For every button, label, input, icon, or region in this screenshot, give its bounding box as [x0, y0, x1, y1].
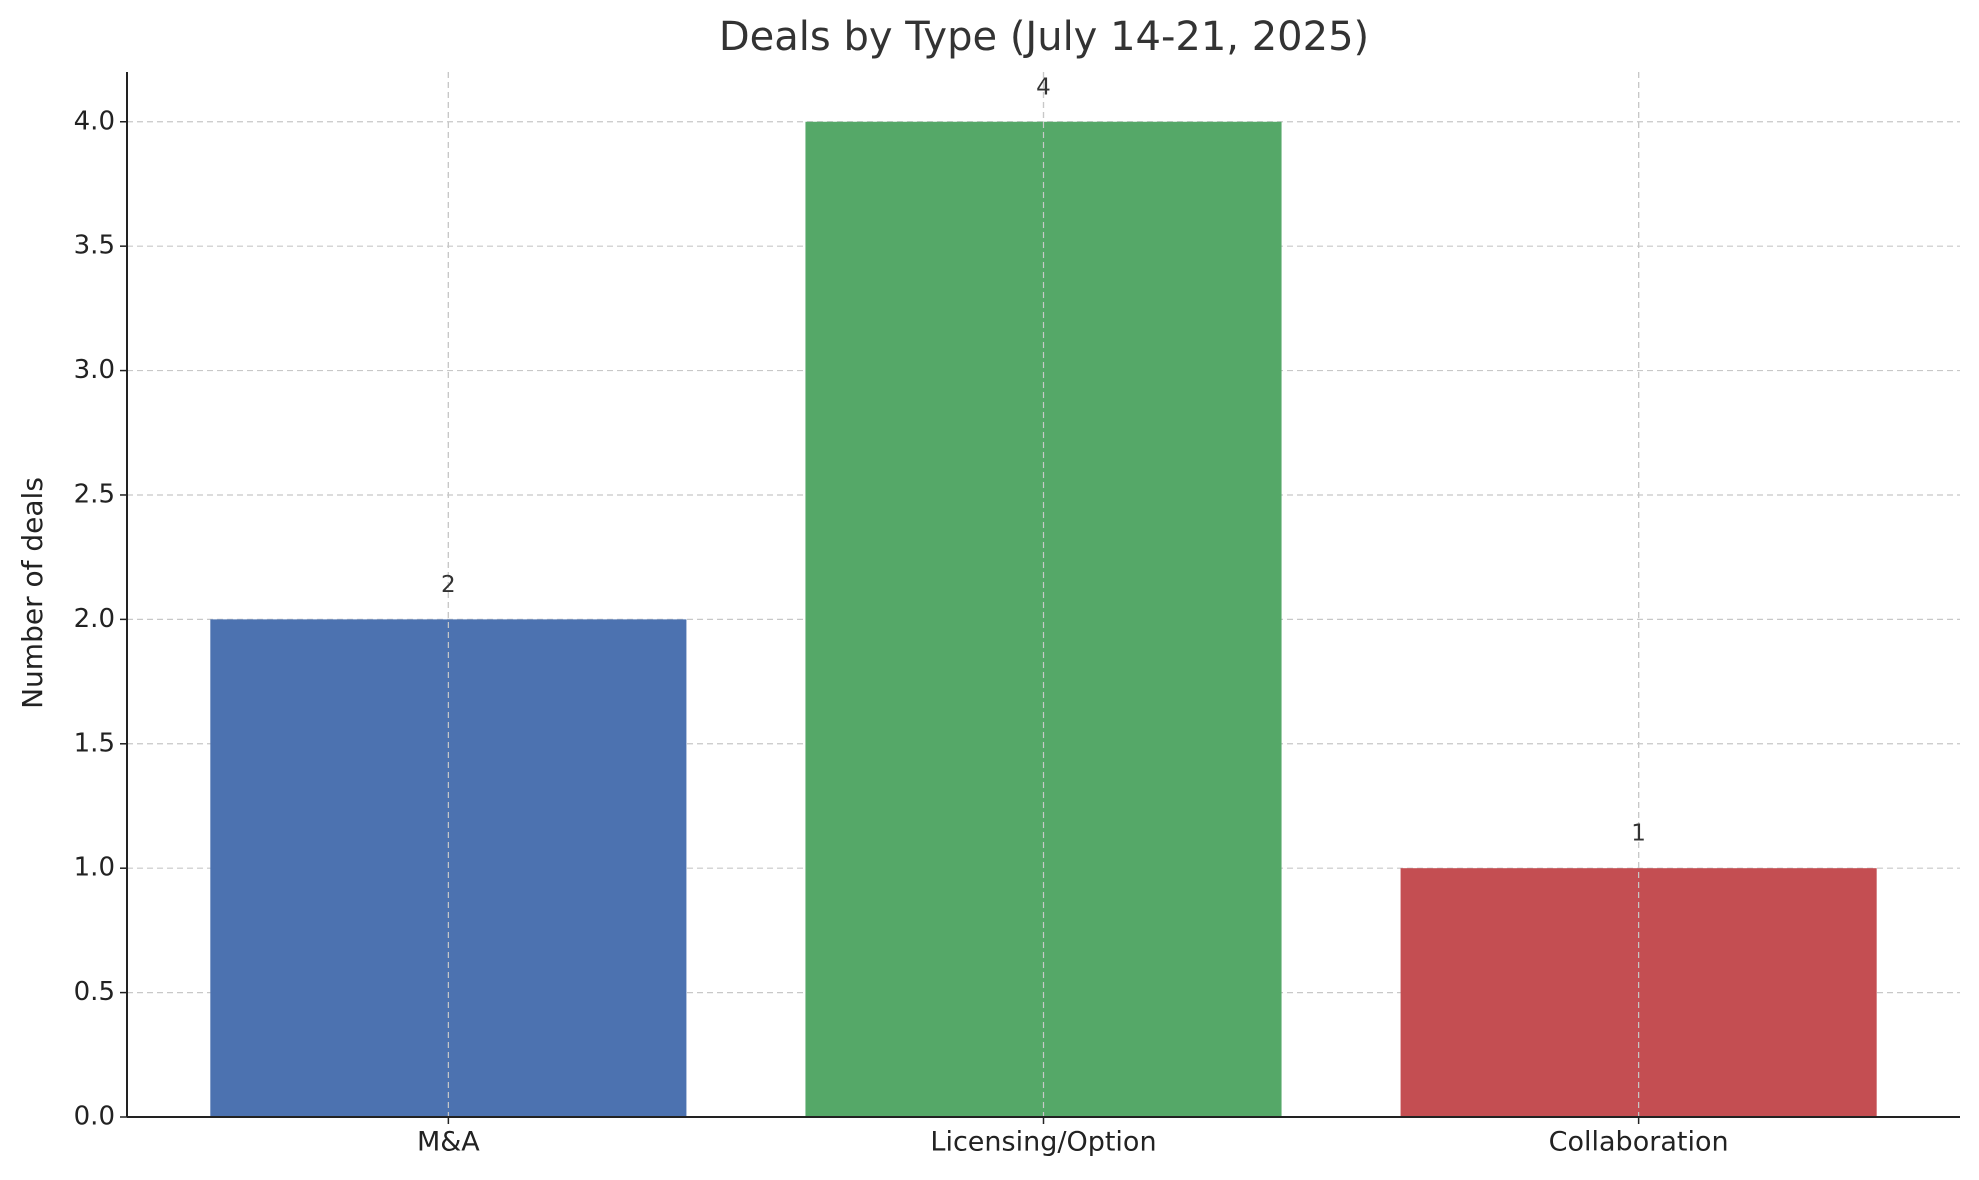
y-tick-label: 2.5	[74, 479, 115, 509]
x-tick-label: Licensing/Option	[930, 1127, 1156, 1158]
value-label: 2	[441, 572, 456, 598]
y-tick-label: 1.0	[74, 853, 115, 883]
y-tick-label: 1.5	[74, 728, 115, 758]
y-tick-label: 3.0	[74, 355, 115, 385]
y-tick-label: 4.0	[74, 106, 115, 136]
chart-title: Deals by Type (July 14-21, 2025)	[719, 14, 1369, 60]
value-label: 4	[1036, 74, 1051, 100]
x-tick-label: Collaboration	[1549, 1127, 1729, 1158]
y-tick-label: 0.5	[74, 977, 115, 1007]
y-tick-label: 3.5	[74, 231, 115, 261]
x-tick-label: M&A	[417, 1127, 480, 1158]
y-tick-label: 2.0	[74, 604, 115, 634]
y-tick-label: 0.0	[74, 1102, 115, 1132]
y-axis-label: Number of deals	[16, 477, 49, 709]
value-label: 1	[1631, 821, 1646, 847]
